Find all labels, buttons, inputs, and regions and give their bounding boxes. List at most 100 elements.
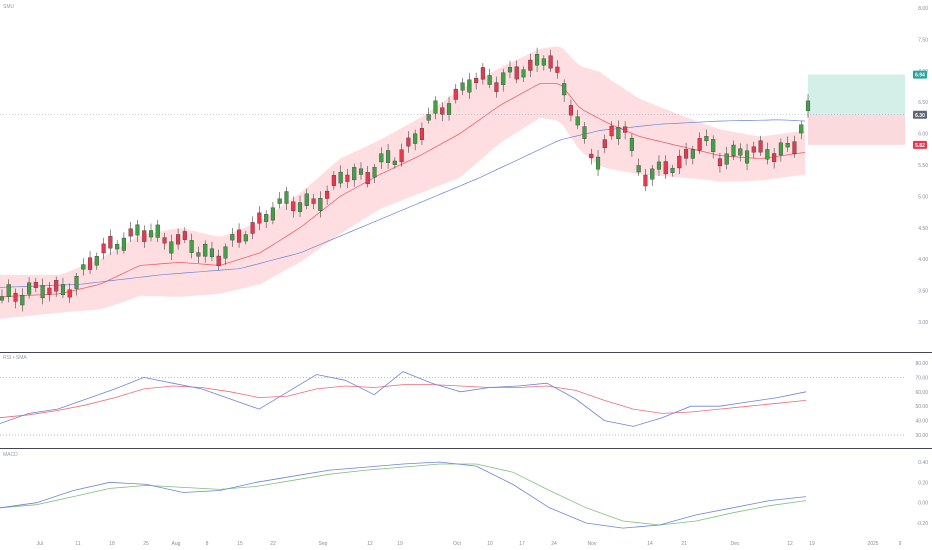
candle-body: [169, 241, 174, 254]
candle-body: [697, 138, 702, 151]
candle-body: [142, 230, 147, 242]
candle-body: [704, 136, 709, 142]
candle-body: [216, 255, 221, 266]
time-axis-label: 19: [809, 541, 815, 547]
candle-body: [446, 103, 452, 115]
time-axis[interactable]: Jul 11 18 25 Aug 8 15 22 Sep 12 19 Oct 10 17 24 Nov 14 21…: [37, 541, 902, 547]
candle-body: [379, 153, 384, 163]
candle-body: [284, 191, 289, 204]
candle-body: [345, 174, 350, 182]
bollinger-basis-line: [0, 83, 806, 298]
candle-body: [176, 234, 181, 245]
time-axis-label: 14: [647, 541, 653, 547]
candle-body: [386, 150, 391, 163]
candle-body: [318, 197, 323, 211]
candle-body: [541, 58, 546, 66]
candle-body: [575, 116, 580, 126]
candle-body: [467, 79, 472, 93]
price-tick-label: 5.00: [918, 194, 928, 200]
candle-body: [358, 168, 364, 175]
candle-body: [548, 55, 553, 69]
time-axis-label: 2025: [867, 541, 878, 547]
candle-body: [6, 284, 11, 297]
candle-body: [595, 156, 601, 170]
time-axis-label: 21: [681, 541, 687, 547]
candle-body: [751, 146, 756, 153]
candle-body: [94, 256, 99, 266]
candle-body: [203, 243, 208, 257]
candle-body: [744, 150, 750, 164]
candle-body: [419, 128, 424, 140]
candle-body: [162, 237, 167, 244]
candle-body: [270, 207, 275, 221]
time-axis-label: 12: [787, 541, 793, 547]
candle-body: [623, 126, 628, 133]
time-axis-label: 12: [367, 541, 373, 547]
macd-tick-label: -0.20: [917, 521, 929, 527]
bollinger-band-area: [0, 46, 805, 319]
candle-body: [494, 82, 499, 92]
price-pane-title: SMU: [3, 4, 15, 10]
candle-body: [189, 240, 194, 253]
price-tick-label: 4.00: [918, 257, 928, 263]
candle-body: [731, 144, 736, 157]
stop-zone: [808, 114, 905, 145]
candle-body: [209, 248, 215, 258]
candle-body: [331, 175, 336, 186]
candle-body: [74, 276, 79, 289]
time-axis-label: Sep: [319, 541, 328, 547]
candle-body: [392, 160, 397, 165]
candle-body: [690, 149, 695, 159]
position-tool[interactable]: [0, 74, 905, 145]
slow-moving-average-line: [0, 119, 806, 288]
candle-body: [88, 257, 93, 270]
target-price-tag-bg: [913, 70, 927, 79]
candle-body: [264, 214, 269, 222]
price-tick-label: 8.00: [918, 6, 928, 12]
candle-body: [223, 246, 228, 259]
target-price-tag: 6.94: [915, 73, 925, 79]
candle-body: [474, 77, 479, 83]
candle-body: [602, 139, 607, 149]
price-axis[interactable]: 8.007.507.006.506.005.505.004.504.003.50…: [918, 6, 928, 326]
candle-body: [582, 126, 587, 139]
rsi-tick-label: 30.00: [915, 433, 928, 439]
candle-body: [108, 236, 113, 249]
time-axis-label: 24: [551, 541, 557, 547]
candle-body: [182, 231, 187, 240]
candle-body: [670, 167, 675, 173]
price-tick-label: 6.50: [918, 100, 928, 106]
candle-body: [237, 229, 242, 243]
price-tags: 6.94 6.30 5.82: [913, 70, 927, 149]
macd-pane-title: MACD: [3, 452, 18, 458]
candle-body: [765, 149, 770, 160]
time-axis-label: 10: [487, 541, 493, 547]
candle-body: [663, 161, 668, 175]
rsi-ma-line: [0, 384, 807, 419]
stop-price-tag: 5.82: [915, 143, 925, 149]
candle-body: [250, 222, 255, 234]
last-price-tag-bg: [913, 110, 927, 119]
candle-body: [589, 153, 594, 158]
candle-body: [101, 243, 106, 254]
candle-body: [277, 198, 282, 204]
target-zone: [808, 74, 905, 115]
candle-body: [616, 127, 621, 140]
time-axis-label: 17: [519, 541, 525, 547]
candle-body: [325, 190, 330, 199]
candle-body: [135, 224, 140, 236]
macd-tick-label: 0.40: [918, 460, 928, 466]
candle-body: [440, 107, 445, 115]
candle-body: [514, 66, 519, 80]
candle-body: [257, 212, 262, 224]
time-axis-label: 22: [270, 541, 276, 547]
stop-price-tag-bg: [913, 140, 927, 149]
macd-line: [0, 461, 807, 529]
macd-signal-line: [0, 463, 807, 526]
candle-body: [20, 295, 25, 306]
rsi-pane: 80.00 70.00 60.00 50.00 40.00 30.00: [0, 361, 928, 439]
candle-body: [33, 281, 38, 288]
candle-body: [785, 143, 790, 148]
candle-body: [67, 289, 72, 298]
